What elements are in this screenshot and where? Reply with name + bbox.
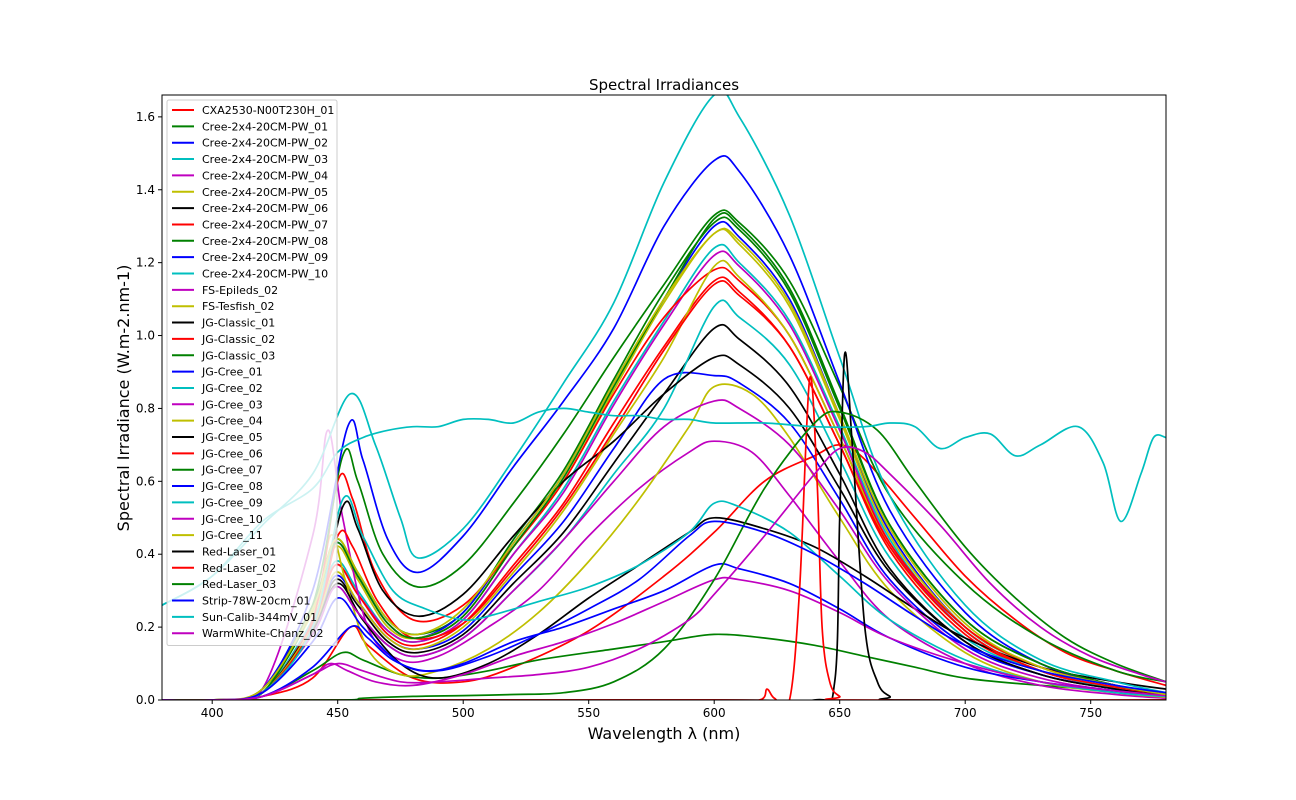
series-line <box>162 95 1166 694</box>
x-tick-label: 500 <box>452 706 475 720</box>
legend-label: Cree-2x4-20CM-PW_09 <box>202 251 328 264</box>
legend-label: JG-Cree_07 <box>201 464 263 477</box>
series-line <box>162 351 1166 700</box>
x-tick-label: 600 <box>703 706 726 720</box>
y-tick-label: 1.0 <box>136 329 155 343</box>
legend-label: Red-Laser_01 <box>202 545 276 558</box>
x-tick-label: 400 <box>201 706 224 720</box>
chart-title: Spectral Irradiances <box>589 76 739 94</box>
legend-label: Cree-2x4-20CM-PW_07 <box>202 218 328 231</box>
legend-label: Cree-2x4-20CM-PW_05 <box>202 186 328 199</box>
legend-label: Strip-78W-20cm_01 <box>202 595 310 608</box>
legend-label: CXA2530-N00T230H_01 <box>202 104 334 117</box>
series-line <box>162 633 1166 700</box>
series-line <box>162 446 1166 700</box>
series-line <box>162 576 1166 700</box>
y-tick-label: 1.2 <box>136 256 155 270</box>
y-tick-label: 0.6 <box>136 474 155 488</box>
legend-label: Red-Laser_03 <box>202 578 276 591</box>
x-axis-title: Wavelength λ (nm) <box>588 724 741 743</box>
legend-label: JG-Cree_01 <box>201 366 263 379</box>
legend-label: Cree-2x4-20CM-PW_04 <box>202 169 328 182</box>
plot-frame <box>161 94 1167 701</box>
y-tick-label: 0.2 <box>136 620 155 634</box>
y-tick-label: 0.4 <box>136 547 155 561</box>
series-line <box>162 407 1166 606</box>
legend-label: Red-Laser_02 <box>202 562 276 575</box>
series-line <box>162 410 1166 700</box>
legend-label: Cree-2x4-20CM-PW_01 <box>202 120 328 133</box>
y-tick-label: 0.8 <box>136 401 155 415</box>
legend-label: Sun-Calib-344mV_01 <box>202 611 317 624</box>
x-tick-label: 650 <box>828 706 851 720</box>
legend-label: Cree-2x4-20CM-PW_03 <box>202 153 328 166</box>
legend-label: JG-Cree_03 <box>201 398 263 411</box>
legend-label: Cree-2x4-20CM-PW_06 <box>202 202 328 215</box>
legend-label: JG-Cree_02 <box>201 382 263 395</box>
legend-label: WarmWhite-Chanz_02 <box>202 627 324 640</box>
legend-label: JG-Cree_08 <box>201 480 263 493</box>
series-line <box>162 444 1166 700</box>
x-tick-label: 550 <box>577 706 600 720</box>
legend-label: JG-Cree_06 <box>201 447 263 460</box>
legend-label: JG-Cree_10 <box>201 513 263 526</box>
legend-label: Cree-2x4-20CM-PW_10 <box>202 268 328 281</box>
legend-label: JG-Cree_05 <box>201 431 263 444</box>
x-tick-label: 450 <box>326 706 349 720</box>
y-tick-label: 1.6 <box>136 110 155 124</box>
legend-label: JG-Classic_01 <box>201 317 275 330</box>
legend-label: JG-Cree_09 <box>201 496 263 509</box>
legend-label: JG-Classic_02 <box>201 333 275 346</box>
legend-label: FS-Tesfish_02 <box>202 300 275 313</box>
legend-label: Cree-2x4-20CM-PW_08 <box>202 235 328 248</box>
y-tick-label: 1.4 <box>136 183 155 197</box>
legend-label: Cree-2x4-20CM-PW_02 <box>202 137 328 150</box>
x-tick-label: 750 <box>1079 706 1102 720</box>
y-tick-label: 0.0 <box>136 693 155 707</box>
legend-label: JG-Classic_03 <box>201 349 275 362</box>
legend-label: JG-Cree_04 <box>201 415 263 428</box>
legend-box <box>166 99 338 647</box>
series-line <box>162 375 1166 700</box>
legend-label: FS-Epileds_02 <box>202 284 278 297</box>
axis-ticks: 400 450 500 550 600 650 700 750 0.0 0.2 0.4 0.6 0.8 1… <box>136 110 1102 720</box>
legend: CXA2530-N00T230H_01 Cree-2x4-20CM-PW_01 Cr… <box>166 99 338 647</box>
y-axis-title: Spectral Irradiance (W.m-2.nm-1) <box>114 265 133 532</box>
x-tick-label: 700 <box>954 706 977 720</box>
legend-label: JG-Cree_11 <box>201 529 263 542</box>
